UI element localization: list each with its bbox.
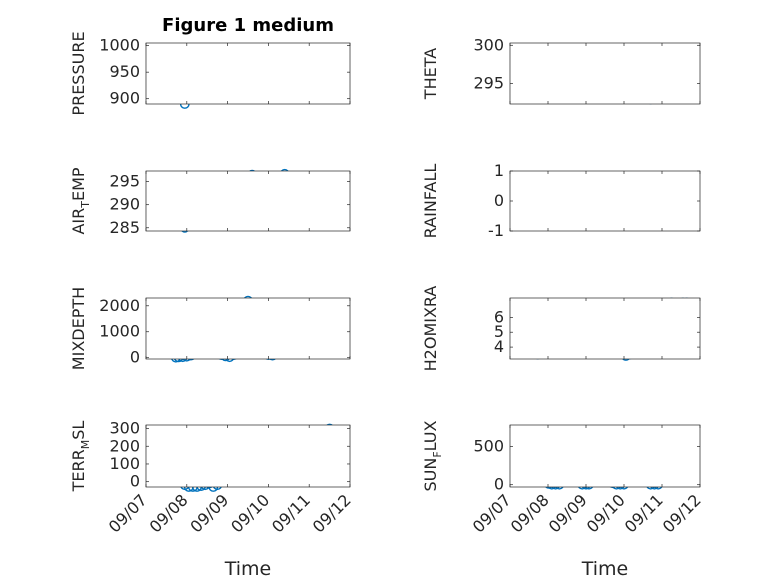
y-tick-label: 5 — [494, 322, 504, 341]
axes-frame — [145, 297, 351, 360]
x-tick-label: 09/08 — [146, 490, 192, 536]
y-axis-label: TERRMSL — [69, 421, 92, 493]
y-tick-label: 1000 — [99, 322, 140, 341]
x-tick-label: 09/12 — [659, 490, 705, 536]
subplot-3: 285 290 295 AIRTEMP — [69, 167, 351, 237]
y-tick-label: 300 — [109, 419, 140, 438]
y-axis-label: MIXDEPTH — [69, 287, 88, 370]
x-tick-label: 09/07 — [105, 490, 151, 536]
subplot-4: -1 0 1 RAINFALL — [421, 161, 701, 240]
subplot-5: 0 1000 2000 MIXDEPTH — [69, 287, 351, 370]
y-tick-label: 0 — [494, 475, 504, 494]
y-tick-label: 285 — [109, 218, 140, 237]
y-tick-label: 100 — [109, 454, 140, 473]
y-tick-label: 295 — [109, 172, 140, 191]
x-tick-label: 09/09 — [545, 490, 591, 536]
y-axis-label: RAINFALL — [421, 164, 440, 239]
axes-frame — [509, 42, 701, 105]
subplot-6: 456 H2OMIXRA — [421, 286, 701, 372]
x-tick-label: 09/11 — [268, 490, 314, 536]
y-tick-label: 290 — [109, 195, 140, 214]
subplot-2: 295 300 THETA — [421, 35, 701, 105]
y-tick-label: -1 — [488, 221, 504, 240]
axes-frame — [145, 170, 351, 232]
y-tick-label: 0 — [130, 472, 140, 491]
figure-title: Figure 1 medium — [162, 15, 334, 36]
y-tick-label: 295 — [473, 73, 504, 92]
axes-frame — [145, 42, 351, 105]
y-tick-label: 1000 — [99, 36, 140, 55]
axes-frame — [145, 424, 351, 488]
x-axis-label: Time — [224, 558, 272, 580]
axes-frame — [509, 170, 701, 232]
subplot-1: 900 950 1000 PRESSURE — [69, 31, 351, 116]
y-tick-label: 900 — [109, 89, 140, 108]
y-tick-label: 300 — [473, 35, 504, 54]
y-tick-label: 4 — [494, 337, 504, 356]
axes-frame — [509, 424, 701, 488]
y-tick-label: 2000 — [99, 296, 140, 315]
x-tick-label: 09/11 — [621, 490, 667, 536]
y-tick-label: 500 — [473, 436, 504, 455]
y-tick-label: 6 — [494, 307, 504, 326]
y-axis-label: PRESSURE — [69, 31, 88, 115]
y-tick-label: 200 — [109, 436, 140, 455]
y-tick-label: 0 — [130, 348, 140, 367]
y-tick-label: 1 — [494, 161, 504, 180]
x-tick-label: 09/10 — [227, 490, 273, 536]
x-tick-label: 09/10 — [583, 490, 629, 536]
y-tick-label: 0 — [494, 191, 504, 210]
y-axis-label: H2OMIXRA — [421, 286, 440, 372]
y-tick-label: 950 — [109, 62, 140, 81]
y-axis-label: AIRTEMP — [69, 167, 92, 234]
y-axis-label: THETA — [421, 48, 440, 100]
x-tick-label: 09/08 — [507, 490, 553, 536]
axes-frame — [509, 297, 701, 360]
x-tick-label: 09/12 — [309, 490, 355, 536]
x-axis-label: Time — [581, 558, 629, 580]
x-tick-label: 09/07 — [469, 490, 515, 536]
x-tick-label: 09/09 — [186, 490, 232, 536]
y-axis-label: SUNFLUX — [421, 420, 444, 491]
